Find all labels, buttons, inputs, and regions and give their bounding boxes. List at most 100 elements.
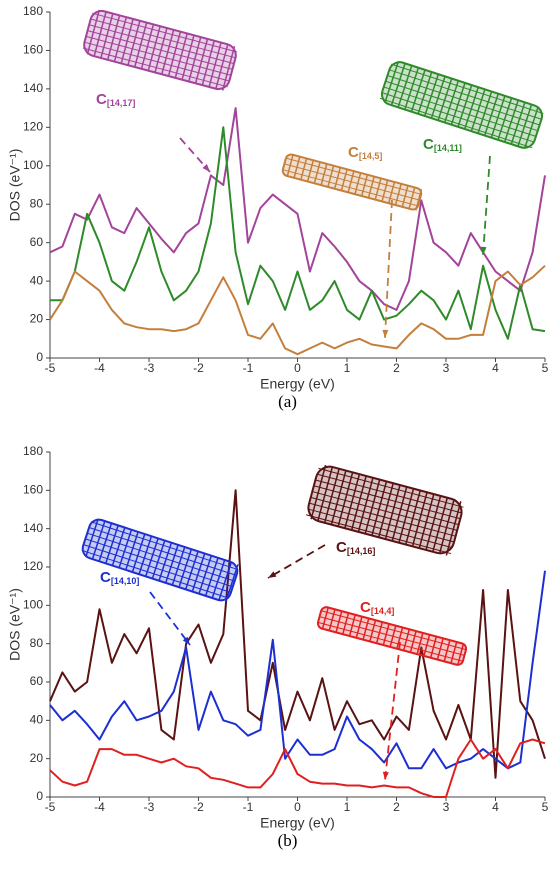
nanotube	[305, 464, 464, 556]
arrow-head	[182, 636, 190, 645]
x-tick-label: -2	[193, 800, 204, 814]
series-line	[49, 264, 546, 356]
y-tick-label: 160	[23, 483, 43, 497]
tube-ring	[284, 163, 420, 201]
tube-ring	[204, 557, 219, 597]
tube-ring	[450, 82, 466, 125]
x-tick-label: -5	[45, 361, 56, 375]
y-tick-label: 60	[30, 674, 44, 688]
tube-ring	[91, 520, 106, 560]
x-tick-label: 4	[492, 361, 499, 375]
tube-ring	[125, 531, 139, 571]
series-line	[49, 738, 546, 798]
tube-body	[81, 518, 239, 602]
tube-ring	[457, 84, 473, 128]
annotation-arrow	[149, 591, 191, 646]
tube-ring	[313, 485, 459, 526]
x-tick-label: -4	[94, 361, 105, 375]
tube-ring	[316, 473, 462, 514]
tube-ring	[85, 538, 233, 588]
tube-ring	[310, 496, 456, 537]
tube-ring	[138, 535, 153, 575]
annotation-arrow	[267, 544, 326, 579]
tube-ring	[224, 564, 239, 603]
y-tick-label: 60	[30, 235, 44, 249]
tube-ring	[483, 93, 499, 136]
tube-ring	[85, 518, 99, 558]
series-line	[49, 107, 546, 311]
annotation-arrow	[482, 155, 491, 256]
x-tick-label: 0	[294, 361, 301, 375]
tube-ring	[285, 157, 422, 195]
y-tick-label: 180	[23, 4, 43, 18]
arrow-head	[480, 246, 487, 255]
series-label-sub: [14,16]	[347, 546, 376, 556]
tube-ring	[379, 97, 533, 149]
tube-ring	[171, 546, 186, 586]
tube-ring	[305, 514, 452, 555]
tube-ring	[90, 18, 236, 59]
tube-ring	[191, 553, 206, 592]
tube-ring	[111, 527, 126, 566]
nanotube	[281, 153, 423, 211]
tube-ring	[477, 91, 493, 134]
y-tick-label: 20	[30, 751, 44, 765]
y-axis-label: DOS (eV⁻¹)	[7, 149, 23, 222]
tube-ring	[430, 76, 446, 119]
y-tick-label: 0	[36, 350, 43, 364]
annotation-arrow	[179, 137, 211, 173]
series-line	[49, 489, 546, 779]
y-tick-label: 180	[23, 444, 43, 458]
x-tick-label: 1	[344, 800, 351, 814]
x-tick-label: 5	[542, 800, 549, 814]
series-label: C[14,17]	[96, 91, 135, 108]
y-tick-label: 120	[23, 559, 43, 573]
y-tick-label: 80	[30, 636, 44, 650]
tube-ring	[309, 502, 455, 543]
x-tick-label: -3	[144, 800, 155, 814]
tube-ring	[84, 41, 230, 82]
tube-ring	[444, 80, 460, 123]
tube-ring	[320, 610, 467, 651]
nanotube	[82, 9, 238, 91]
series-label: C[14,5]	[348, 144, 382, 161]
nanotube	[316, 606, 468, 666]
tube-ring	[218, 561, 233, 601]
x-tick-label: 3	[443, 361, 450, 375]
tube-ring	[178, 548, 193, 588]
y-tick-label: 140	[23, 81, 43, 95]
tube-ring	[497, 97, 513, 141]
tube-ring	[503, 99, 519, 143]
y-tick-label: 20	[30, 312, 44, 326]
series-label-main: C	[96, 91, 107, 108]
y-tick-label: 120	[23, 120, 43, 134]
tube-ring	[385, 80, 538, 132]
tube-ring	[88, 527, 237, 576]
series-label: C[14,16]	[336, 539, 375, 556]
arrow-head	[202, 164, 210, 172]
tube-ring	[118, 529, 133, 568]
tube-ring	[164, 544, 179, 584]
y-tick-label: 160	[23, 43, 43, 57]
tube-ring	[404, 67, 420, 110]
tube-ring	[417, 71, 433, 115]
series-label: C[14,4]	[360, 599, 394, 616]
tube-body	[380, 61, 544, 149]
tube-ring	[87, 532, 235, 582]
tube-ring	[145, 538, 159, 577]
tube-ring	[318, 467, 464, 508]
y-tick-label: 100	[23, 158, 43, 172]
x-axis-label: Energy (eV)	[260, 376, 335, 392]
series-label-main: C	[100, 569, 111, 586]
series-label-sub: [14,4]	[371, 606, 395, 616]
x-tick-label: -2	[193, 361, 204, 375]
y-tick-label: 40	[30, 713, 44, 727]
series-label-sub: [14,5]	[359, 151, 383, 161]
tube-ring	[98, 522, 113, 562]
series-label-main: C	[348, 144, 359, 161]
tube-ring	[83, 544, 232, 593]
series-label-main: C	[336, 539, 347, 556]
tube-ring	[105, 525, 119, 564]
series-label-sub: [14,10]	[111, 576, 140, 586]
